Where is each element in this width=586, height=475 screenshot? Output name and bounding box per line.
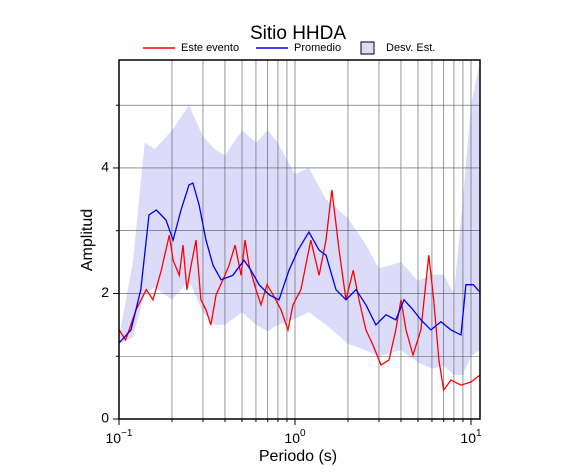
- x-tick-label: 10−1: [106, 428, 133, 446]
- series-line: [119, 182, 480, 344]
- legend-swatch: [360, 41, 375, 55]
- x-axis-label: Periodo (s): [259, 448, 337, 465]
- legend-label: Este evento: [181, 42, 239, 54]
- legend-label: Promedio: [294, 42, 341, 54]
- y-axis-label: Amplitud: [79, 209, 96, 271]
- x-tick-exponent: 1: [476, 428, 482, 439]
- y-tick-label: 2: [101, 284, 109, 300]
- std-band: [119, 61, 480, 376]
- x-tick-base: 10: [460, 430, 476, 446]
- plot-frame: [118, 59, 481, 420]
- x-tick-label: 101: [460, 428, 482, 446]
- x-tick-base: 10: [284, 430, 300, 446]
- y-tick-label: 4: [101, 159, 109, 175]
- x-tick-label: 100: [284, 428, 306, 446]
- y-tick-label: 0: [101, 410, 109, 426]
- chart-title: Sitio HHDA: [250, 23, 346, 44]
- legend-label: Desv. Est.: [386, 42, 435, 54]
- x-tick-exponent: −1: [121, 428, 133, 439]
- x-tick-base: 10: [106, 430, 122, 446]
- series-line: [119, 189, 480, 392]
- x-tick-exponent: 0: [300, 428, 306, 439]
- plot-area: [119, 60, 480, 419]
